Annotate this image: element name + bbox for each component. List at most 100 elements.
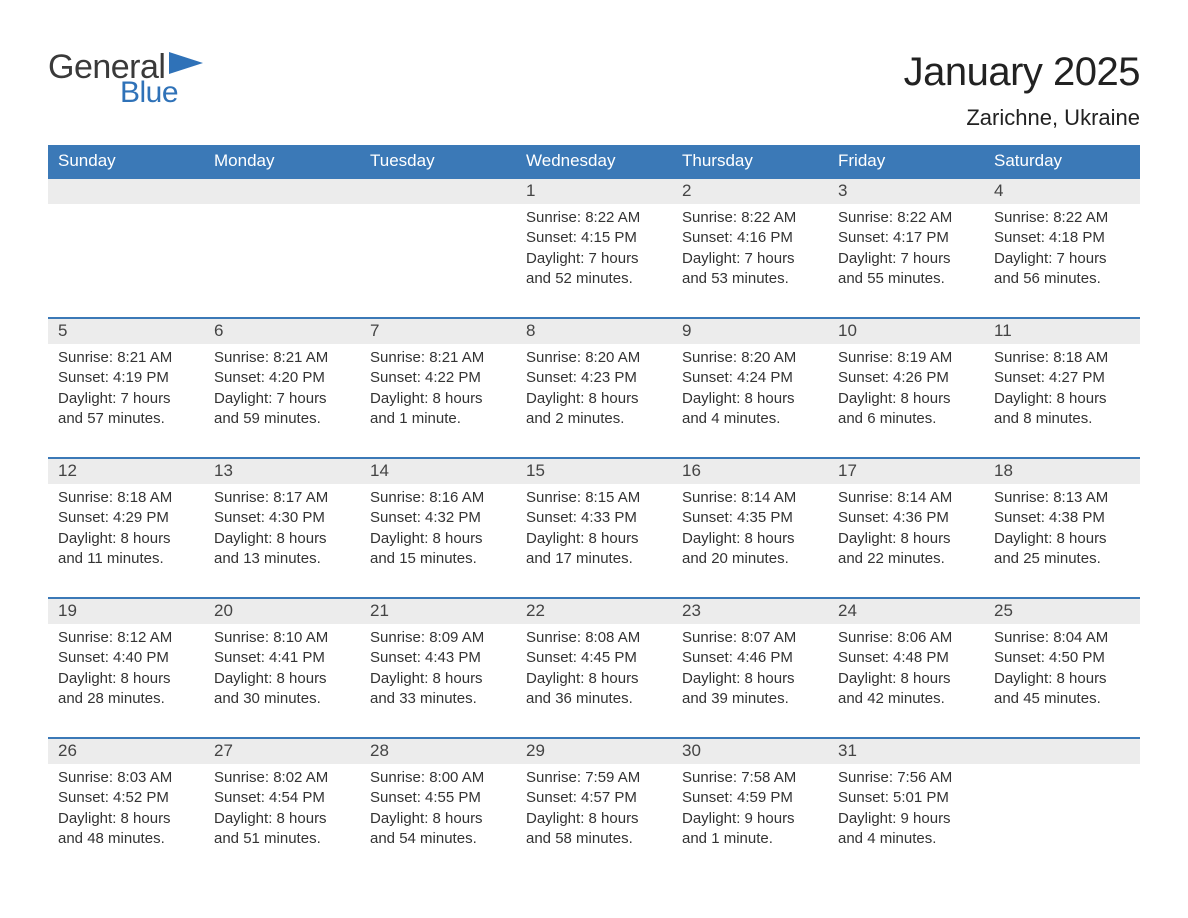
day-number: 20: [204, 599, 360, 624]
daylight-line2: and 57 minutes.: [58, 409, 194, 429]
page-header: General Blue January 2025 Zarichne, Ukra…: [48, 50, 1140, 131]
sunrise-line: Sunrise: 8:12 AM: [58, 628, 194, 648]
daylight-line1: Daylight: 9 hours: [838, 809, 974, 829]
daylight-line2: and 17 minutes.: [526, 549, 662, 569]
sunrise-line: Sunrise: 8:13 AM: [994, 488, 1130, 508]
day-number-cell: 8: [516, 318, 672, 344]
day-number-cell: 6: [204, 318, 360, 344]
sunrise-line: Sunrise: 8:14 AM: [682, 488, 818, 508]
day-cell: Sunrise: 8:00 AMSunset: 4:55 PMDaylight:…: [360, 764, 516, 877]
day-number: 11: [984, 319, 1140, 344]
daylight-line2: and 20 minutes.: [682, 549, 818, 569]
day-content: Sunrise: 8:20 AMSunset: 4:23 PMDaylight:…: [516, 344, 672, 429]
sunset-line: Sunset: 4:23 PM: [526, 368, 662, 388]
sunset-line: Sunset: 4:24 PM: [682, 368, 818, 388]
day-number: 2: [672, 179, 828, 204]
week-content-row: Sunrise: 8:21 AMSunset: 4:19 PMDaylight:…: [48, 344, 1140, 458]
dayheader-tuesday: Tuesday: [360, 145, 516, 178]
week-number-row: 262728293031: [48, 738, 1140, 764]
sunrise-line: Sunrise: 7:56 AM: [838, 768, 974, 788]
day-number-cell: 22: [516, 598, 672, 624]
day-number: [48, 179, 204, 204]
day-number: 31: [828, 739, 984, 764]
week-number-row: 567891011: [48, 318, 1140, 344]
daylight-line1: Daylight: 7 hours: [838, 249, 974, 269]
day-number-cell: 13: [204, 458, 360, 484]
sunrise-line: Sunrise: 8:20 AM: [682, 348, 818, 368]
day-content: Sunrise: 8:02 AMSunset: 4:54 PMDaylight:…: [204, 764, 360, 849]
day-number-cell: 12: [48, 458, 204, 484]
day-number-cell: 21: [360, 598, 516, 624]
day-content: Sunrise: 8:06 AMSunset: 4:48 PMDaylight:…: [828, 624, 984, 709]
day-cell: Sunrise: 8:21 AMSunset: 4:22 PMDaylight:…: [360, 344, 516, 458]
day-content: Sunrise: 8:07 AMSunset: 4:46 PMDaylight:…: [672, 624, 828, 709]
sunset-line: Sunset: 4:30 PM: [214, 508, 350, 528]
sunrise-line: Sunrise: 8:03 AM: [58, 768, 194, 788]
day-content: Sunrise: 8:22 AMSunset: 4:16 PMDaylight:…: [672, 204, 828, 289]
daylight-line2: and 59 minutes.: [214, 409, 350, 429]
daylight-line1: Daylight: 8 hours: [994, 529, 1130, 549]
daylight-line1: Daylight: 8 hours: [838, 529, 974, 549]
day-number-cell: 14: [360, 458, 516, 484]
daylight-line2: and 1 minute.: [682, 829, 818, 849]
day-content: Sunrise: 8:16 AMSunset: 4:32 PMDaylight:…: [360, 484, 516, 569]
day-number: 12: [48, 459, 204, 484]
sunrise-line: Sunrise: 8:21 AM: [58, 348, 194, 368]
day-number: 26: [48, 739, 204, 764]
day-number: 25: [984, 599, 1140, 624]
day-content: Sunrise: 8:04 AMSunset: 4:50 PMDaylight:…: [984, 624, 1140, 709]
sunrise-line: Sunrise: 7:58 AM: [682, 768, 818, 788]
day-content: Sunrise: 8:09 AMSunset: 4:43 PMDaylight:…: [360, 624, 516, 709]
day-number: 9: [672, 319, 828, 344]
daylight-line1: Daylight: 8 hours: [58, 669, 194, 689]
day-number-cell: 20: [204, 598, 360, 624]
sunset-line: Sunset: 4:50 PM: [994, 648, 1130, 668]
day-cell: Sunrise: 8:03 AMSunset: 4:52 PMDaylight:…: [48, 764, 204, 877]
sunset-line: Sunset: 4:18 PM: [994, 228, 1130, 248]
daylight-line1: Daylight: 7 hours: [994, 249, 1130, 269]
day-number: 18: [984, 459, 1140, 484]
daylight-line2: and 33 minutes.: [370, 689, 506, 709]
day-cell: [204, 204, 360, 318]
day-cell: Sunrise: 8:20 AMSunset: 4:23 PMDaylight:…: [516, 344, 672, 458]
brand-logo: General Blue: [48, 50, 203, 108]
day-number: 22: [516, 599, 672, 624]
dayheader-friday: Friday: [828, 145, 984, 178]
daylight-line1: Daylight: 8 hours: [214, 669, 350, 689]
daylight-line2: and 22 minutes.: [838, 549, 974, 569]
day-number: 28: [360, 739, 516, 764]
week-content-row: Sunrise: 8:18 AMSunset: 4:29 PMDaylight:…: [48, 484, 1140, 598]
title-block: January 2025 Zarichne, Ukraine: [904, 50, 1140, 131]
daylight-line2: and 42 minutes.: [838, 689, 974, 709]
week-number-row: 19202122232425: [48, 598, 1140, 624]
sunset-line: Sunset: 4:35 PM: [682, 508, 818, 528]
day-content: [48, 204, 204, 208]
day-number-cell: 28: [360, 738, 516, 764]
sunrise-line: Sunrise: 8:22 AM: [526, 208, 662, 228]
sunset-line: Sunset: 4:19 PM: [58, 368, 194, 388]
sunset-line: Sunset: 4:54 PM: [214, 788, 350, 808]
day-content: Sunrise: 7:56 AMSunset: 5:01 PMDaylight:…: [828, 764, 984, 849]
sunset-line: Sunset: 4:27 PM: [994, 368, 1130, 388]
sunset-line: Sunset: 4:57 PM: [526, 788, 662, 808]
day-number: 15: [516, 459, 672, 484]
sunset-line: Sunset: 4:32 PM: [370, 508, 506, 528]
sunset-line: Sunset: 4:36 PM: [838, 508, 974, 528]
day-content: Sunrise: 8:19 AMSunset: 4:26 PMDaylight:…: [828, 344, 984, 429]
daylight-line1: Daylight: 7 hours: [214, 389, 350, 409]
daylight-line1: Daylight: 8 hours: [58, 809, 194, 829]
calendar-body: 1234Sunrise: 8:22 AMSunset: 4:15 PMDayli…: [48, 178, 1140, 877]
sunrise-line: Sunrise: 8:20 AM: [526, 348, 662, 368]
sunset-line: Sunset: 4:45 PM: [526, 648, 662, 668]
day-cell: Sunrise: 8:16 AMSunset: 4:32 PMDaylight:…: [360, 484, 516, 598]
sunrise-line: Sunrise: 8:02 AM: [214, 768, 350, 788]
sunset-line: Sunset: 4:40 PM: [58, 648, 194, 668]
daylight-line2: and 52 minutes.: [526, 269, 662, 289]
day-cell: Sunrise: 8:18 AMSunset: 4:29 PMDaylight:…: [48, 484, 204, 598]
sunrise-line: Sunrise: 8:21 AM: [214, 348, 350, 368]
week-content-row: Sunrise: 8:03 AMSunset: 4:52 PMDaylight:…: [48, 764, 1140, 877]
daylight-line2: and 6 minutes.: [838, 409, 974, 429]
day-number-cell: 3: [828, 178, 984, 204]
day-number: 4: [984, 179, 1140, 204]
day-content: Sunrise: 8:18 AMSunset: 4:27 PMDaylight:…: [984, 344, 1140, 429]
